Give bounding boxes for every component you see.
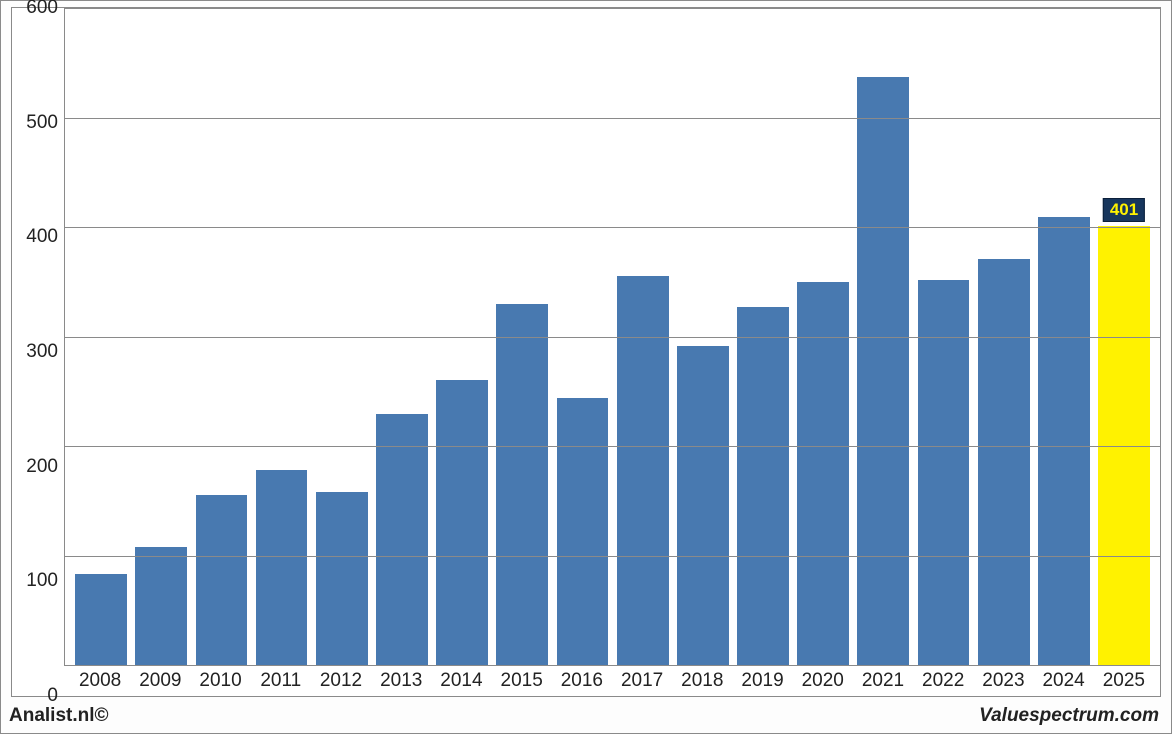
bar [135,547,187,665]
bar [797,282,849,665]
y-tick-label: 400 [26,226,58,248]
gridline [65,556,1160,557]
y-tick-label: 300 [26,341,58,363]
x-tick-label: 2008 [70,666,130,696]
x-tick-label: 2025 [1094,666,1154,696]
x-tick-label: 2019 [732,666,792,696]
x-tick-label: 2020 [793,666,853,696]
chart-container: 0 100 200 300 400 500 600 401 2008200920102011… [0,0,1172,734]
chart-frame: 0100200300400500600 401 2008200920102011… [11,7,1161,697]
gridline [65,337,1160,338]
x-tick-label: 2021 [853,666,913,696]
y-tick-label: 100 [26,570,58,592]
footer-right-credit: Valuespectrum.com [979,705,1159,727]
gridline [65,227,1160,228]
gridline [65,118,1160,119]
x-tick-label: 2014 [431,666,491,696]
bar [677,346,729,665]
bar [1038,217,1090,665]
y-tick-label: 500 [26,112,58,134]
y-axis: 0100200300400500600 [12,8,64,696]
bar [436,380,488,665]
bar [75,574,127,665]
gridline [65,446,1160,447]
y-tick-label: 200 [26,456,58,478]
bar [196,495,248,665]
plot-wrap: 401 200820092010201120122013201420152016… [64,8,1160,696]
x-tick-label: 2017 [612,666,672,696]
bar [557,398,609,665]
bar [316,492,368,665]
bar-value-label: 401 [1103,198,1145,222]
x-tick-label: 2013 [371,666,431,696]
gridline [65,8,1160,9]
footer-left-credit: Analist.nl© [9,705,109,727]
x-tick-label: 2022 [913,666,973,696]
bar [978,259,1030,665]
bar [737,307,789,665]
bar [256,470,308,665]
bar [376,414,428,665]
x-axis: 2008200920102011201220132014201520162017… [64,666,1160,696]
y-tick-label: 0 [47,685,58,707]
bar [617,276,669,665]
bar [496,304,548,665]
x-tick-label: 2015 [492,666,552,696]
plot-area: 401 [64,8,1160,666]
y-tick-label: 600 [26,0,58,19]
x-tick-label: 2016 [552,666,612,696]
x-tick-label: 2010 [190,666,250,696]
x-tick-label: 2011 [251,666,311,696]
x-tick-label: 2009 [130,666,190,696]
x-tick-label: 2018 [672,666,732,696]
x-tick-label: 2023 [973,666,1033,696]
x-tick-label: 2012 [311,666,371,696]
bar [857,77,909,665]
x-tick-label: 2024 [1034,666,1094,696]
